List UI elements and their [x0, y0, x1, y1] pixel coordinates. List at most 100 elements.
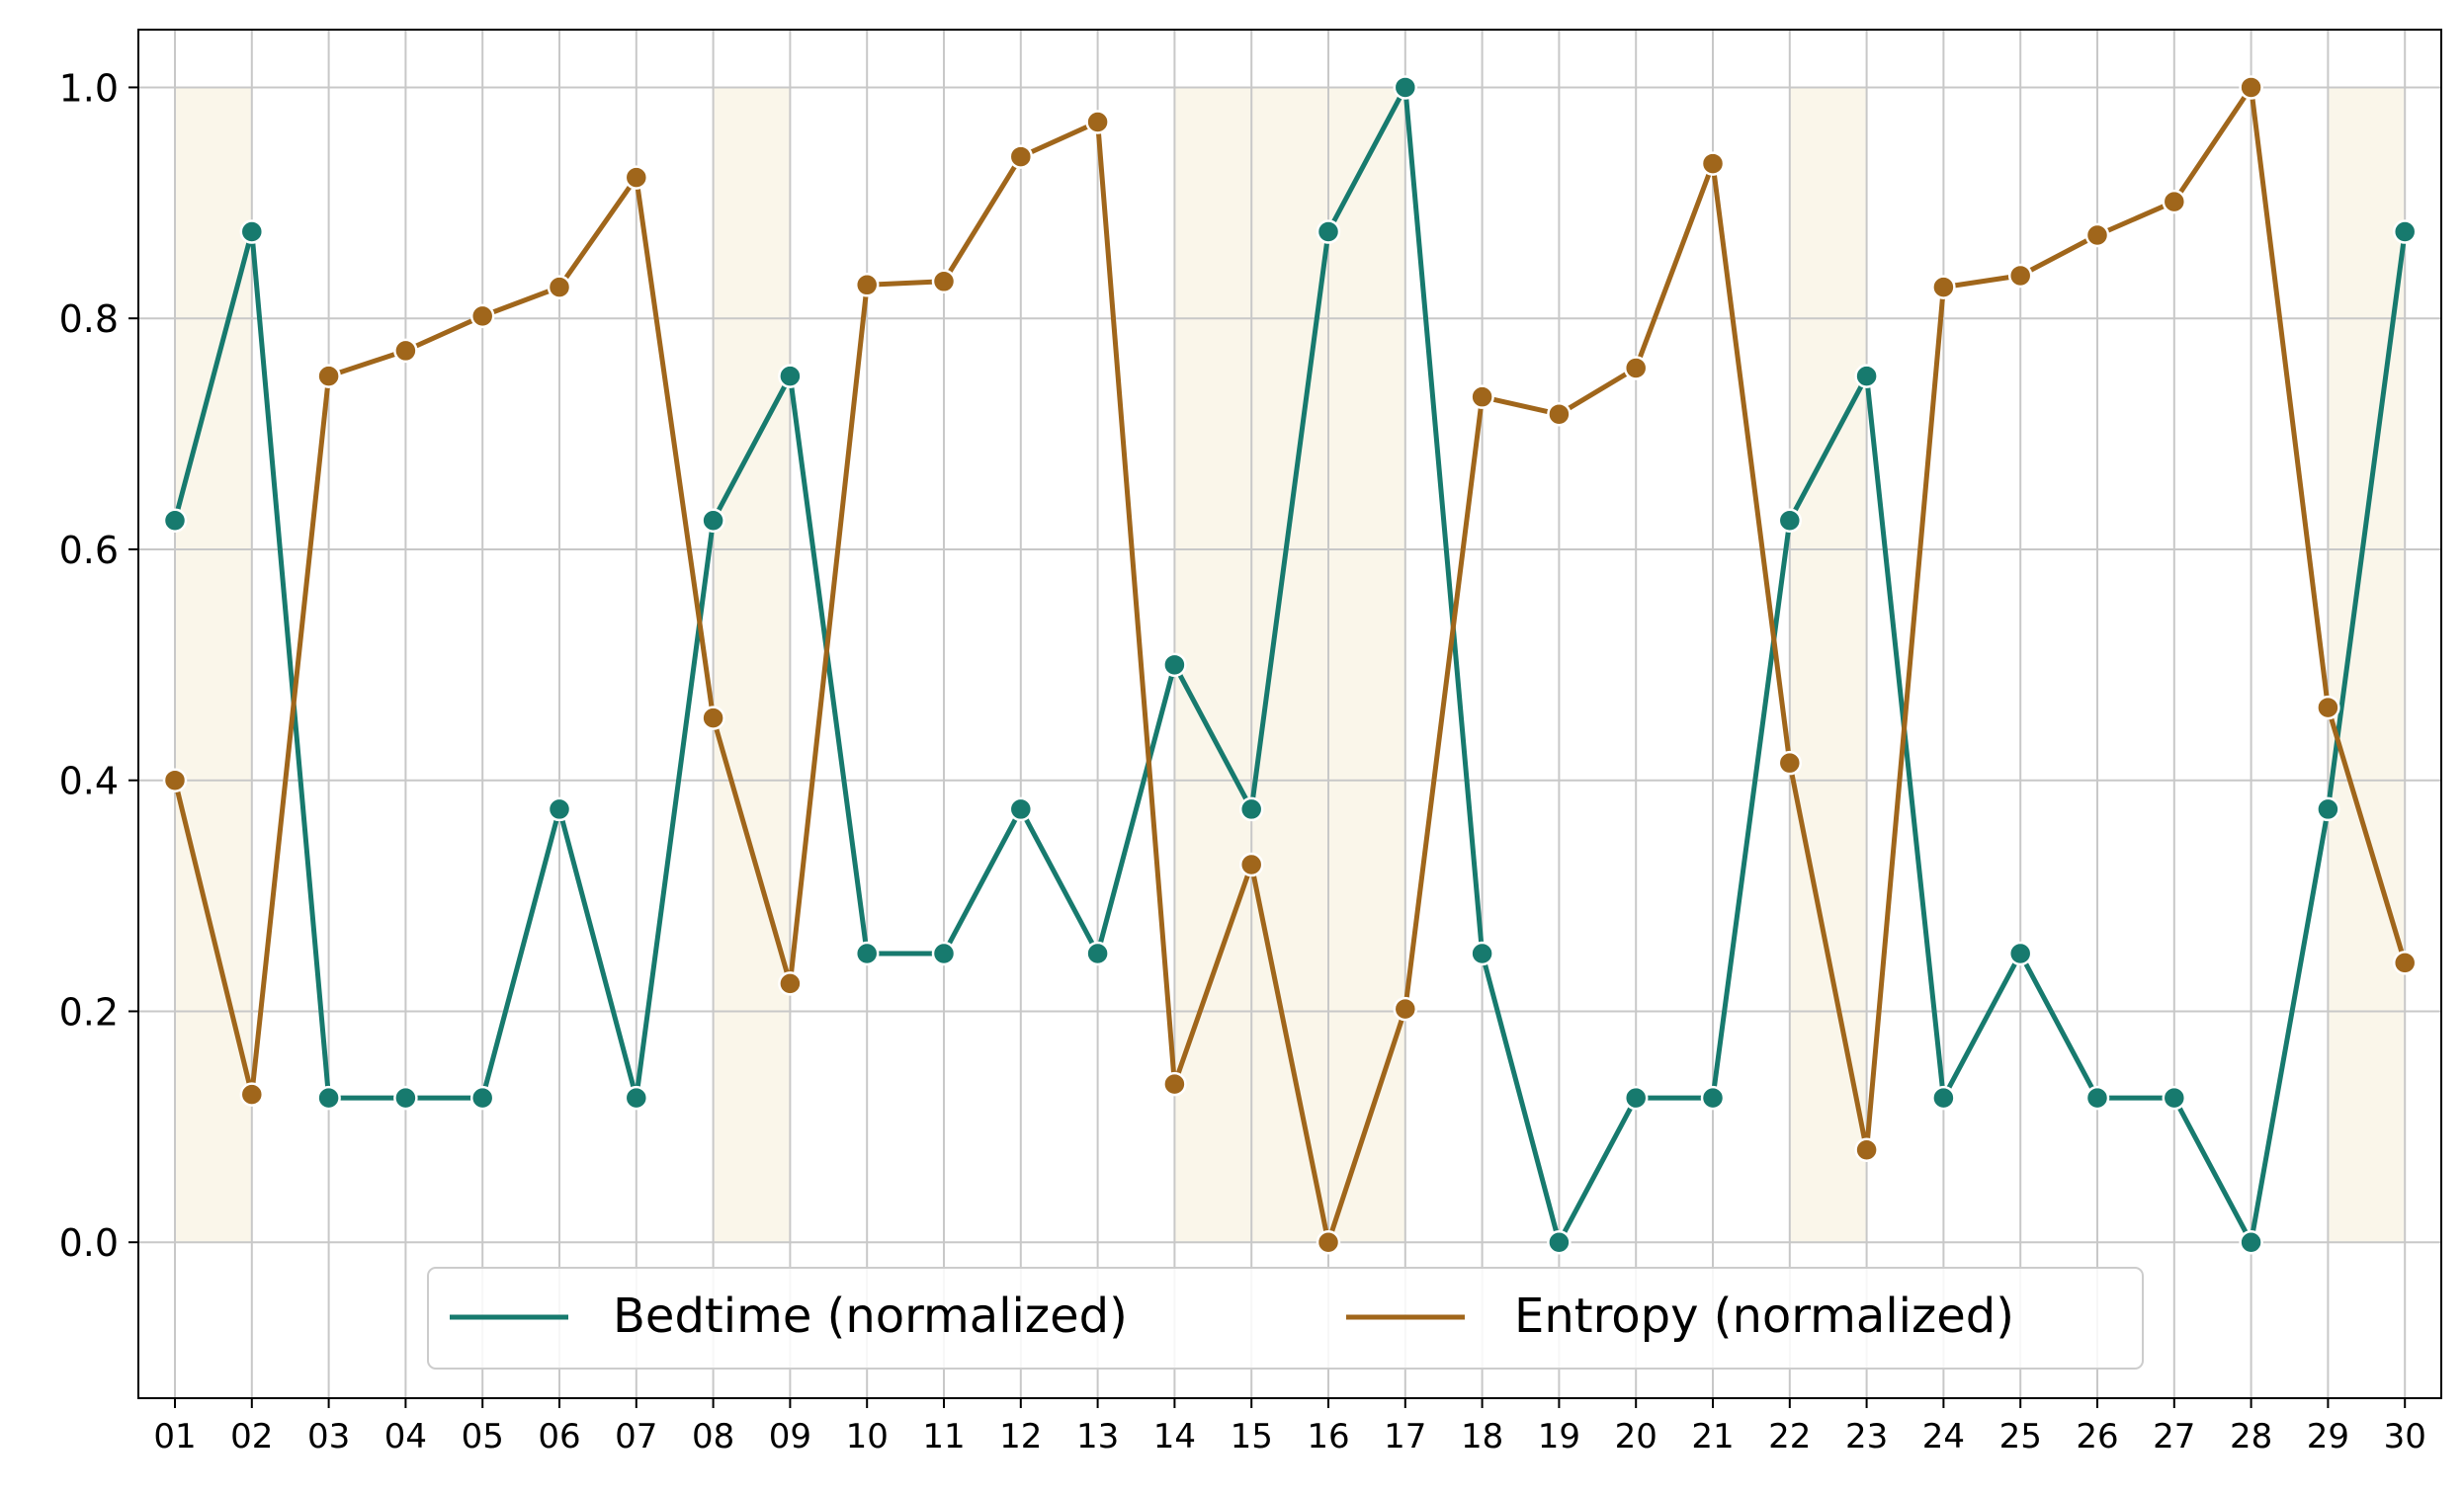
x-tick-label-21: 21	[1691, 1417, 1734, 1456]
point-s0-01	[162, 508, 188, 533]
shade-band-2	[1174, 87, 1405, 1243]
x-tick-label-07: 07	[615, 1417, 657, 1456]
point-s0-21	[1700, 1085, 1726, 1111]
x-tick-label-14: 14	[1153, 1417, 1196, 1456]
y-tick-label-0.8: 0.8	[59, 297, 119, 341]
point-s0-28	[2239, 1229, 2263, 1255]
point-s0-02	[239, 219, 265, 244]
point-s0-15	[1238, 796, 1264, 822]
series-lines	[172, 84, 2408, 1245]
x-tick-label-23: 23	[1845, 1417, 1888, 1456]
series-line-1	[172, 84, 2408, 1245]
shade-band-0	[175, 87, 252, 1243]
x-tick-label-08: 08	[692, 1417, 734, 1456]
point-s1-12	[1008, 144, 1034, 169]
point-s1-23	[1854, 1137, 1879, 1162]
point-s1-20	[1623, 356, 1649, 380]
point-s0-03	[316, 1085, 341, 1111]
point-s0-19	[1547, 1229, 1572, 1255]
point-s0-26	[2084, 1085, 2110, 1111]
point-s0-09	[778, 364, 803, 388]
x-tick-label-30: 30	[2384, 1417, 2426, 1456]
point-s0-27	[2162, 1085, 2187, 1111]
x-tick-label-12: 12	[999, 1417, 1042, 1456]
legend-entropy-label: Entropy (normalized)	[1514, 1289, 2014, 1344]
x-tick-label-02: 02	[230, 1417, 273, 1456]
point-s1-13	[1085, 110, 1110, 134]
point-s1-07	[624, 165, 649, 190]
x-tick-label-24: 24	[1922, 1417, 1965, 1456]
point-s1-27	[2162, 189, 2187, 214]
x-tick-label-06: 06	[538, 1417, 580, 1456]
point-s0-10	[854, 941, 880, 966]
y-tick-label-0.0: 0.0	[59, 1221, 119, 1265]
y-tick-label-0.4: 0.4	[59, 760, 119, 803]
point-s0-06	[547, 796, 572, 822]
point-s0-20	[1623, 1085, 1649, 1111]
point-s0-24	[1931, 1085, 1956, 1111]
point-s0-30	[2392, 219, 2418, 244]
point-s0-07	[624, 1085, 649, 1111]
x-tick-label-03: 03	[307, 1417, 350, 1456]
point-s0-22	[1777, 508, 1803, 533]
point-s0-23	[1854, 364, 1879, 388]
point-s0-14	[1162, 652, 1187, 678]
point-s0-08	[701, 508, 725, 533]
legend-box	[427, 1267, 2144, 1370]
point-s1-05	[469, 303, 495, 329]
point-s0-29	[2316, 796, 2340, 822]
point-s1-15	[1238, 852, 1264, 877]
x-tick-label-04: 04	[384, 1417, 427, 1456]
x-tick-label-29: 29	[2307, 1417, 2349, 1456]
point-s0-13	[1085, 941, 1110, 966]
x-tick-label-26: 26	[2076, 1417, 2118, 1456]
shade-band-1	[713, 87, 791, 1243]
x-tick-label-10: 10	[846, 1417, 889, 1456]
x-tick-label-27: 27	[2153, 1417, 2195, 1456]
point-s1-21	[1700, 151, 1726, 176]
shade-band-4	[2328, 87, 2406, 1243]
legend: Bedtime (normalized) Entropy (normalized…	[427, 1267, 2144, 1370]
point-s1-24	[1931, 275, 1956, 299]
point-s0-16	[1316, 219, 1341, 244]
x-tick-label-22: 22	[1768, 1417, 1811, 1456]
x-tick-label-13: 13	[1076, 1417, 1119, 1456]
x-axis-ticks: 01 02 03 04 05 06 07 08 09 10 11 12 13 14 15 16 17 18 19 20…	[153, 1398, 2426, 1456]
point-s1-11	[931, 269, 957, 294]
point-s0-05	[469, 1085, 495, 1111]
point-s0-11	[931, 941, 957, 966]
point-s1-02	[239, 1082, 265, 1107]
point-s0-18	[1470, 941, 1494, 966]
x-tick-label-11: 11	[922, 1417, 965, 1456]
point-s0-12	[1008, 796, 1034, 822]
point-s0-17	[1393, 75, 1418, 100]
point-s1-04	[393, 338, 418, 364]
point-s1-16	[1316, 1229, 1341, 1255]
point-s1-17	[1393, 996, 1418, 1022]
x-tick-label-15: 15	[1231, 1417, 1273, 1456]
x-tick-label-19: 19	[1538, 1417, 1580, 1456]
x-tick-label-05: 05	[462, 1417, 504, 1456]
y-axis-ticks: 0.0 0.2 0.4 0.6 0.8 1.0	[59, 66, 138, 1265]
point-s1-19	[1547, 401, 1572, 427]
x-tick-label-16: 16	[1307, 1417, 1349, 1456]
series-markers	[162, 75, 2418, 1255]
x-tick-label-20: 20	[1615, 1417, 1657, 1456]
point-s1-28	[2239, 75, 2263, 100]
point-s1-22	[1777, 750, 1803, 776]
series-line-0	[172, 84, 2408, 1245]
point-s0-25	[2007, 941, 2033, 966]
point-s1-01	[162, 768, 188, 792]
grid-lines	[138, 30, 2441, 1398]
point-s1-06	[547, 275, 572, 299]
x-tick-label-09: 09	[769, 1417, 811, 1456]
x-tick-label-28: 28	[2230, 1417, 2272, 1456]
point-s1-18	[1470, 384, 1494, 409]
shade-band-3	[1789, 87, 1867, 1243]
x-tick-label-17: 17	[1384, 1417, 1426, 1456]
point-s0-04	[393, 1085, 418, 1111]
point-s1-30	[2392, 951, 2418, 975]
point-s1-09	[778, 971, 803, 996]
point-s1-08	[701, 706, 725, 730]
x-tick-label-01: 01	[153, 1417, 196, 1456]
